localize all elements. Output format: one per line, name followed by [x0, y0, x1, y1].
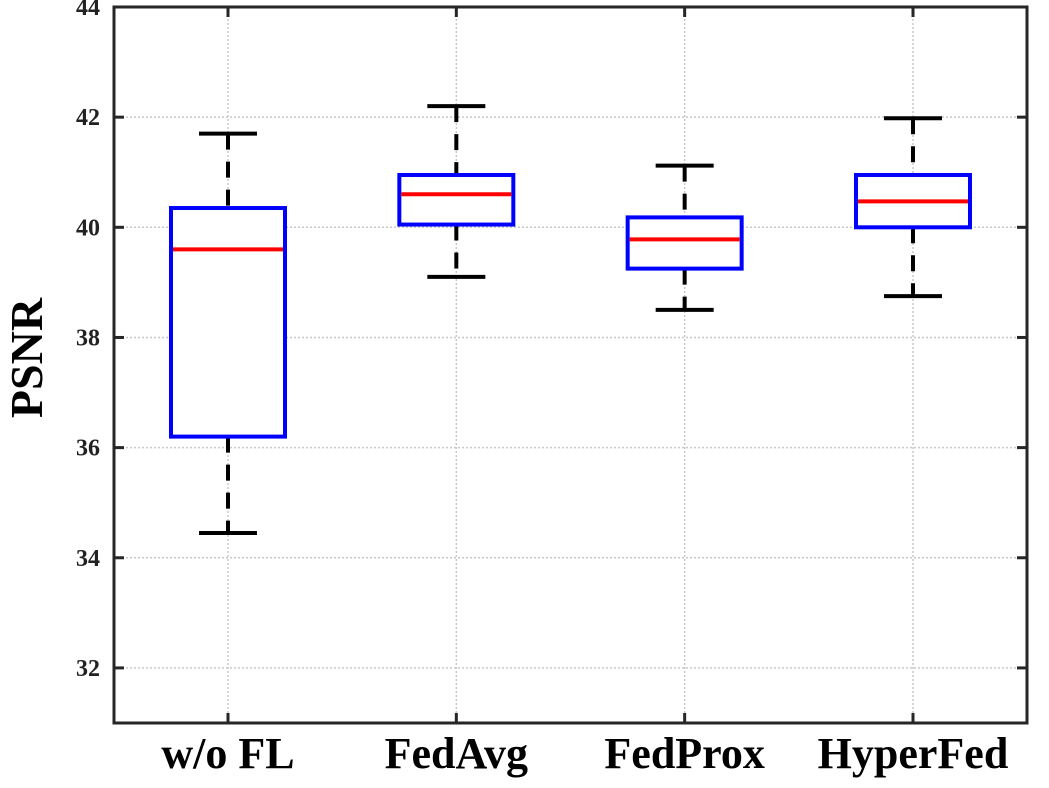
y-tick-label: 42 [76, 105, 100, 131]
y-tick-label: 34 [76, 546, 100, 572]
y-axis-label: PSNR [1, 297, 52, 418]
box-2 [625, 163, 744, 312]
x-category-label: w/o FL [161, 729, 294, 778]
x-category-label: FedProx [604, 729, 765, 778]
x-category-label: HyperFed [818, 729, 1009, 778]
boxes [169, 104, 972, 535]
y-tick-label: 44 [76, 0, 100, 21]
y-tick-label: 32 [76, 656, 100, 682]
y-tick-label: 40 [76, 215, 100, 241]
box-0 [169, 131, 287, 535]
iqr-box [169, 206, 287, 439]
iqr-box [625, 215, 744, 271]
y-tick-label: 38 [76, 325, 100, 351]
box-1 [397, 104, 516, 279]
box-3 [853, 116, 972, 299]
y-tick-label: 36 [76, 436, 100, 462]
iqr-box [397, 172, 516, 227]
x-category-label: FedAvg [385, 729, 528, 778]
axis-ticks: 32 34 36 38 40 42 44 w/o FL FedAvg FedProx HyperFe… [76, 0, 1027, 778]
plot-area-frame [112, 5, 1029, 725]
